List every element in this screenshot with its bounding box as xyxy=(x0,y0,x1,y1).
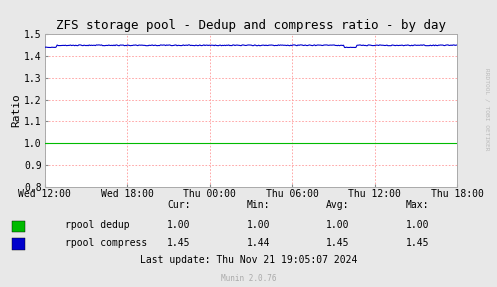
Text: Cur:: Cur: xyxy=(167,200,191,210)
Text: 1.45: 1.45 xyxy=(326,238,350,247)
Y-axis label: Ratio: Ratio xyxy=(11,94,21,127)
Title: ZFS storage pool - Dedup and compress ratio - by day: ZFS storage pool - Dedup and compress ra… xyxy=(56,19,446,32)
Text: rpool dedup: rpool dedup xyxy=(65,220,129,230)
Text: RRDTOOL / TOBI OETIKER: RRDTOOL / TOBI OETIKER xyxy=(485,68,490,150)
Text: rpool compress: rpool compress xyxy=(65,238,147,247)
Text: Avg:: Avg: xyxy=(326,200,350,210)
Text: 1.00: 1.00 xyxy=(167,220,191,230)
Text: 1.45: 1.45 xyxy=(406,238,429,247)
Text: Min:: Min: xyxy=(247,200,270,210)
Text: 1.00: 1.00 xyxy=(406,220,429,230)
Text: Munin 2.0.76: Munin 2.0.76 xyxy=(221,274,276,283)
Text: 1.00: 1.00 xyxy=(326,220,350,230)
Text: 1.45: 1.45 xyxy=(167,238,191,247)
Text: Max:: Max: xyxy=(406,200,429,210)
Text: 1.00: 1.00 xyxy=(247,220,270,230)
Text: Last update: Thu Nov 21 19:05:07 2024: Last update: Thu Nov 21 19:05:07 2024 xyxy=(140,255,357,265)
Text: 1.44: 1.44 xyxy=(247,238,270,247)
